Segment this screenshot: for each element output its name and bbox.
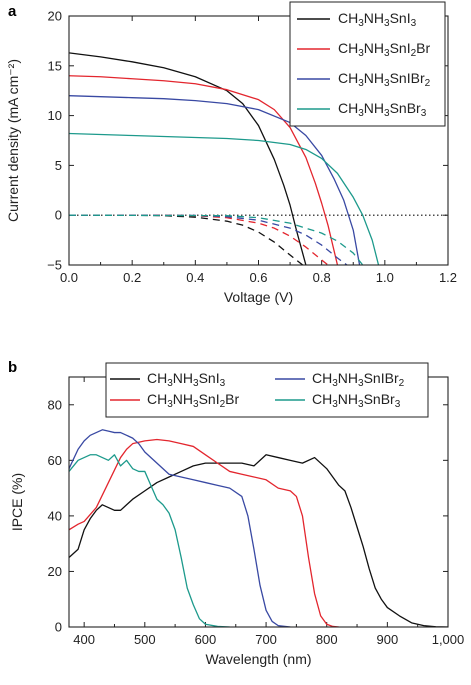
x-axis-label: Voltage (V) [224, 289, 293, 305]
legend-b-entry-1: CH3NH3SnI2Br [147, 391, 240, 410]
y-tick-label: 20 [48, 564, 62, 579]
y-tick-label: 10 [48, 108, 62, 123]
series-line-2 [69, 429, 291, 627]
series-line-3 [69, 454, 230, 627]
x-axis-label: Wavelength (nm) [205, 651, 311, 667]
x-tick-label: 700 [255, 632, 277, 647]
x-tick-label: 0.4 [186, 270, 204, 285]
legend-a-entry-1: CH3NH3SnI2Br [338, 40, 431, 59]
y-tick-label: 20 [48, 9, 62, 24]
legend-a-entry-2: CH3NH3SnIBr2 [338, 70, 431, 89]
y-axis-label: IPCE (%) [9, 473, 25, 531]
y-axis-label: Current density (mA cm⁻²) [5, 59, 21, 222]
y-tick-label: 15 [48, 58, 62, 73]
series-line-1 [69, 438, 339, 627]
x-tick-label: 1.0 [376, 270, 394, 285]
legend-a-entry-0: CH3NH3SnI3 [338, 10, 417, 29]
x-tick-label: 1.2 [439, 270, 457, 285]
legend-b-entry-2: CH3NH3SnIBr2 [312, 370, 405, 389]
x-tick-label: 0.6 [249, 270, 267, 285]
y-tick-label: −5 [47, 258, 62, 273]
x-tick-label: 0.2 [123, 270, 141, 285]
y-tick-label: 60 [48, 453, 62, 468]
legend-a-entry-3: CH3NH3SnBr3 [338, 100, 427, 119]
ipce-chart: 400 500 600 700 800 900 1,000 0 20 40 60 80 Waveleng… [9, 362, 465, 667]
y-tick-label: 40 [48, 508, 62, 523]
legend-b-entry-3: CH3NH3SnBr3 [312, 391, 401, 410]
jv-chart: 0.0 0.2 0.4 0.6 0.8 1.0 1.2 −5 0 5 10 15 20 Voltage (… [5, 1, 457, 305]
x-tick-label: 500 [134, 632, 156, 647]
x-tick-label: 1,000 [432, 632, 465, 647]
series-line-0 [69, 52, 307, 265]
x-tick-label: 0.0 [60, 270, 78, 285]
plot-frame [68, 15, 449, 266]
panel-b-label: b [8, 359, 17, 376]
legend-b-entry-0: CH3NH3SnI3 [147, 370, 226, 389]
legend-a: CH3NH3SnI3 CH3NH3SnI2Br CH3NH3SnIBr2 CH3NH3… [289, 1, 446, 127]
series-line-2 [69, 95, 361, 265]
series-line-0 [69, 454, 448, 627]
series-line-4 [69, 214, 304, 265]
series-line-6 [69, 214, 348, 265]
series-line-7 [69, 214, 364, 265]
y-tick-label: 80 [48, 397, 62, 412]
y-tick-label: 5 [55, 158, 62, 173]
panel-a-label: a [8, 3, 17, 20]
legend-b-box [105, 362, 429, 418]
x-tick-label: 900 [377, 632, 399, 647]
x-tick-label: 600 [195, 632, 217, 647]
y-tick-label: 0 [55, 620, 62, 635]
x-tick-label: 800 [316, 632, 338, 647]
x-tick-label: 0.8 [313, 270, 331, 285]
series-line-1 [69, 75, 339, 265]
legend-a-box [289, 1, 446, 127]
x-tick-label: 400 [73, 632, 95, 647]
legend-b: CH3NH3SnI3 CH3NH3SnI2Br CH3NH3SnIBr2 CH3NH3… [105, 362, 429, 418]
series-line-3 [69, 132, 380, 265]
y-tick-label: 0 [55, 208, 62, 223]
